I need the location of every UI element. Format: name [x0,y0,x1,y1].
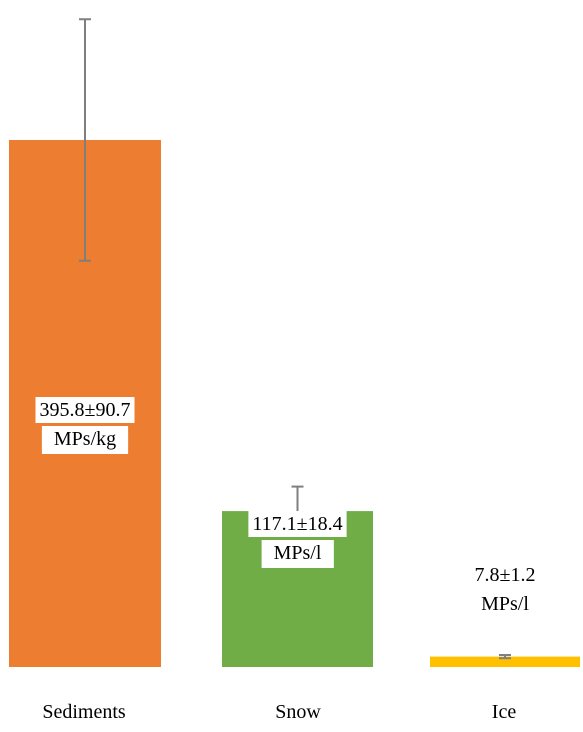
bar-ice [430,656,580,667]
data-label-snow: 117.1±18.4 MPs/l [248,511,347,568]
category-label-sediments: Sediments [42,701,126,723]
data-label-value-sediments: 395.8±90.7 [40,399,131,421]
data-label-unit-snow: MPs/l [274,542,322,564]
data-label-bg [261,540,334,568]
data-label-bg [41,426,129,454]
category-label-snow: Snow [275,701,321,723]
data-label-sediments: 395.8±90.7 MPs/kg [35,397,135,454]
data-label-unit-sediments: MPs/kg [54,428,116,450]
data-label-ice: 7.8±1.2 MPs/l [475,564,536,615]
data-label-value-ice: 7.8±1.2 [475,564,536,586]
data-label-bg [248,511,347,537]
category-label-ice: Ice [492,701,517,723]
data-label-bg [35,397,135,423]
data-label-value-snow: 117.1±18.4 [252,513,342,535]
data-label-unit-ice: MPs/l [481,593,529,615]
bar-snow [222,511,373,667]
